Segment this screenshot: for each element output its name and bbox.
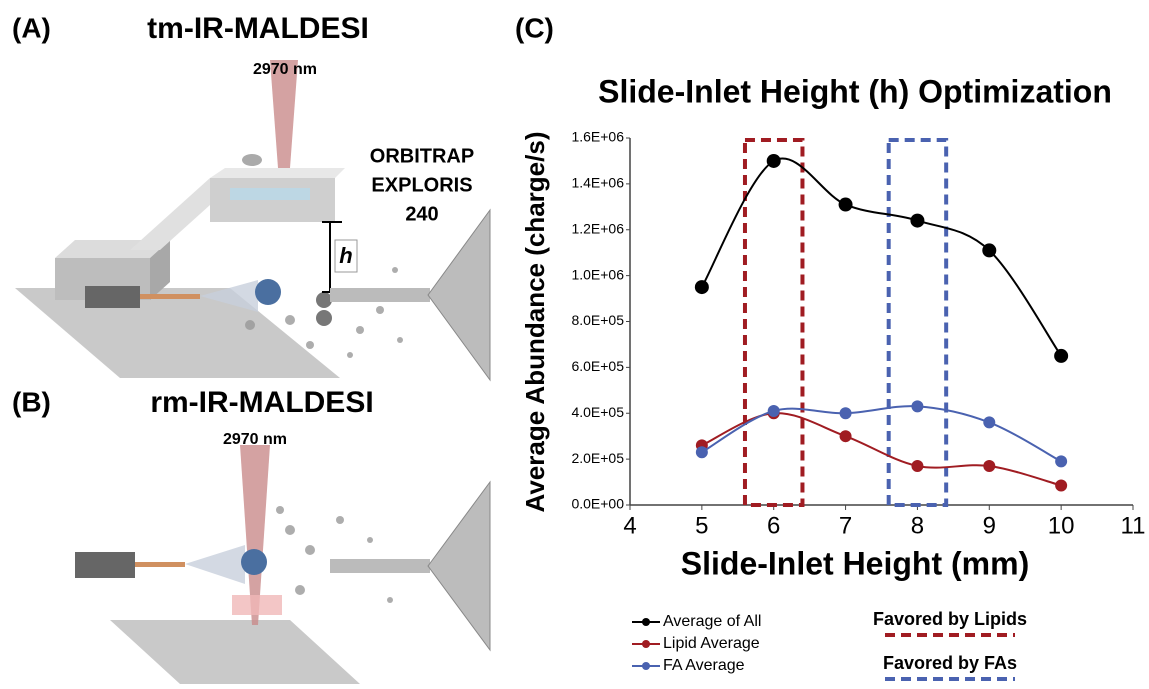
- panel-label: (A): [12, 12, 51, 43]
- x-tick-label: 5: [695, 512, 708, 539]
- panel-a-schematic: [15, 60, 491, 382]
- y-tick-label: 0.0E+00: [571, 496, 624, 512]
- wavelength: 2970 nm: [223, 431, 287, 448]
- point: [983, 460, 996, 473]
- wavelength: 2970 nm: [253, 61, 317, 78]
- y-tick-label: 6.0E+05: [571, 358, 624, 374]
- point: [767, 404, 780, 417]
- x-tick-label: 10: [1048, 512, 1075, 539]
- x-tick-label: 6: [767, 512, 780, 539]
- panel-b-schematic: [75, 445, 491, 684]
- instrument: ORBITRAP: [370, 145, 474, 167]
- y-tick-label: 1.6E+06: [571, 129, 624, 145]
- x-axis-label: Slide-Inlet Height (mm): [681, 545, 1029, 581]
- point: [839, 407, 852, 420]
- x-tick-label: 11: [1121, 512, 1146, 539]
- point: [911, 400, 924, 413]
- point: [694, 280, 709, 295]
- legend-label: FA Average: [663, 657, 745, 674]
- instrument: EXPLORIS: [371, 174, 472, 196]
- x-tick-label: 8: [911, 512, 924, 539]
- y-tick-label: 1.2E+06: [571, 220, 624, 236]
- y-axis-label: Average Abundance (charge/s): [520, 132, 550, 513]
- series-line: [701, 412, 1062, 487]
- series-line: [701, 405, 1062, 463]
- instrument: 240: [405, 203, 438, 225]
- point: [766, 153, 781, 168]
- point: [1055, 455, 1068, 468]
- panel-title: tm-IR-MALDESI: [147, 12, 369, 45]
- y-tick-label: 2.0E+05: [571, 450, 624, 466]
- point: [982, 243, 997, 258]
- y-tick-label: 8.0E+05: [571, 312, 624, 328]
- y-tick-label: 1.4E+06: [571, 175, 624, 191]
- point: [695, 446, 708, 459]
- point: [1054, 348, 1069, 363]
- highlight-legend-label: Favored by FAs: [883, 653, 1017, 673]
- point: [911, 460, 924, 473]
- y-tick-label: 4.0E+05: [571, 404, 624, 420]
- series-line: [700, 157, 1062, 357]
- point: [1055, 479, 1068, 492]
- highlight-box: [886, 138, 949, 507]
- legend-label: Lipid Average: [663, 635, 760, 652]
- legend-label: Average of All: [663, 613, 761, 630]
- panel-label: (C): [515, 12, 554, 43]
- highlight-legend-label: Favored by Lipids: [873, 609, 1027, 629]
- point: [838, 197, 853, 212]
- x-tick-label: 4: [623, 512, 636, 539]
- chart-title: Slide-Inlet Height (h) Optimization: [598, 73, 1112, 109]
- panel-label: (B): [12, 386, 51, 417]
- point: [910, 213, 925, 228]
- x-tick-label: 7: [839, 512, 852, 539]
- x-tick-label: 9: [983, 512, 996, 539]
- legend-marker: [642, 618, 650, 626]
- height-symbol: h: [339, 243, 352, 268]
- y-tick-label: 1.0E+06: [571, 266, 624, 282]
- point: [983, 416, 996, 429]
- panel-title: rm-IR-MALDESI: [150, 386, 373, 419]
- highlight-box: [742, 138, 805, 507]
- legend-marker: [642, 640, 650, 648]
- point: [839, 430, 852, 443]
- legend-marker: [642, 662, 650, 670]
